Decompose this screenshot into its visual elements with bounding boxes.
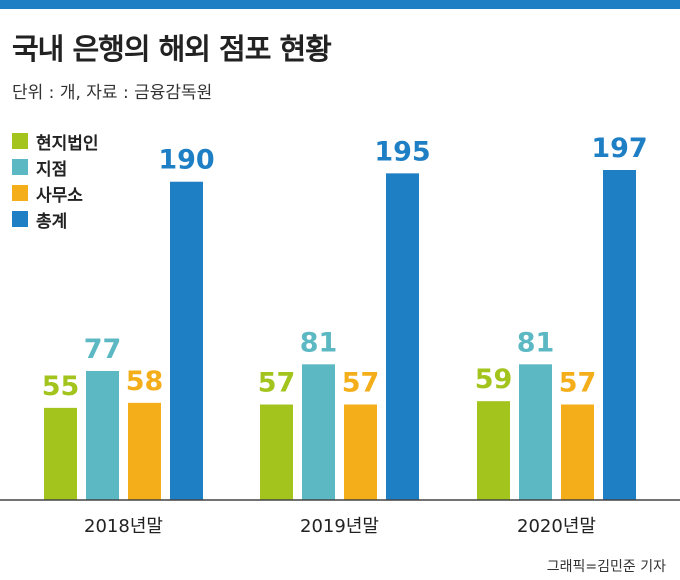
top-rule <box>0 0 680 9</box>
legend-label-total: 총계 <box>36 211 68 232</box>
value-label-total-3: 197 <box>591 133 647 164</box>
legend-label-branch: 지점 <box>36 159 68 180</box>
category-label-group: 2018년말 2019년말 2020년말 <box>84 516 596 537</box>
legend-swatch-branch <box>12 159 28 175</box>
legend-item-branch: 지점 <box>12 154 99 180</box>
chart-subtitle: 단위 : 개, 자료 : 금융감독원 <box>12 83 213 103</box>
bar-total-2 <box>386 173 419 500</box>
chart-title: 국내 은행의 해외 점포 현황 <box>12 32 332 66</box>
value-label-branch-3: 81 <box>517 327 555 358</box>
legend-label-office: 사무소 <box>36 185 83 206</box>
legend-item-total: 총계 <box>12 206 99 232</box>
bar-branch-3 <box>519 364 552 500</box>
bar-local-corp-3 <box>477 401 510 500</box>
legend-item-office: 사무소 <box>12 180 99 206</box>
bar-local-corp-1 <box>44 407 77 500</box>
bar-group <box>44 170 636 500</box>
legend-swatch-office <box>12 185 28 201</box>
value-label-local-corp-3: 59 <box>475 364 513 395</box>
category-label-1: 2018년말 <box>84 516 163 537</box>
value-label-total-1: 190 <box>158 145 214 176</box>
category-label-3: 2020년말 <box>517 516 596 537</box>
bar-office-2 <box>344 404 377 500</box>
value-label-branch-1: 77 <box>84 334 122 365</box>
bar-local-corp-2 <box>260 404 293 500</box>
legend-item-local-corp: 현지법인 <box>12 128 99 154</box>
bar-office-1 <box>128 402 161 500</box>
value-label-office-1: 58 <box>126 366 164 397</box>
value-label-branch-2: 81 <box>300 327 338 358</box>
bar-office-3 <box>561 404 594 500</box>
chart-credit: 그래픽=김민준 기자 <box>546 559 666 575</box>
legend-label-local-corp: 현지법인 <box>36 133 99 154</box>
value-label-office-3: 57 <box>559 368 597 399</box>
value-label-total-2: 195 <box>374 136 430 167</box>
legend: 현지법인 지점 사무소 총계 <box>12 128 99 232</box>
value-label-office-2: 57 <box>342 368 380 399</box>
value-label-local-corp-1: 55 <box>42 371 80 402</box>
legend-swatch-local-corp <box>12 133 28 149</box>
bar-total-3 <box>603 170 636 500</box>
legend-swatch-total <box>12 211 28 227</box>
value-label-local-corp-2: 57 <box>258 368 296 399</box>
category-label-2: 2019년말 <box>300 516 379 537</box>
bar-branch-1 <box>86 371 119 500</box>
bar-branch-2 <box>302 364 335 500</box>
bar-total-1 <box>170 181 203 500</box>
